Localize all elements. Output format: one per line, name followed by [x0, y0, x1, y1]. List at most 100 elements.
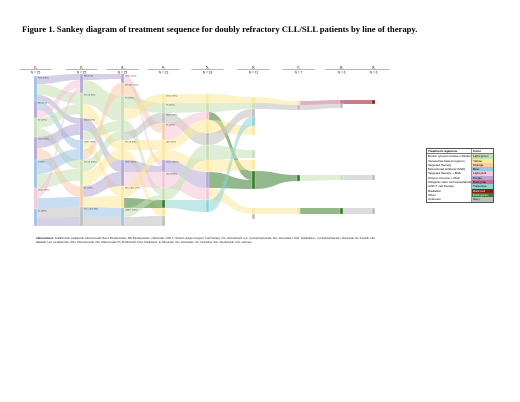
legend-regimen-name: Venetoclax-based regimen [428, 158, 465, 163]
sankey-node [33, 159, 38, 189]
node-label: Other (61%) [125, 161, 137, 164]
node-label: Idel+R (8%) [84, 120, 95, 122]
sankey-node [251, 170, 256, 190]
legend-color-swatch: Blue [471, 167, 493, 172]
sankey-node [205, 132, 210, 146]
sankey-link [83, 83, 121, 160]
sankey-node [205, 111, 210, 121]
sankey-node [120, 139, 125, 161]
sankey-link [37, 74, 80, 84]
sankey-node [205, 119, 210, 134]
sankey-link [255, 208, 297, 214]
sankey-node [251, 149, 256, 159]
sankey-node [205, 171, 210, 189]
sankey-node [251, 213, 256, 220]
node-label: Other (52%) [125, 75, 137, 78]
column-count: N = 18 [203, 70, 213, 74]
legend-regimen-name: Targeted therapy [428, 162, 452, 167]
legend-regimen-name: Targeted therapy + Mab [428, 171, 461, 176]
sankey-node [251, 108, 256, 118]
sankey-link [165, 172, 206, 200]
sankey-node [251, 125, 256, 136]
legend-row: CAR-T cell therapy Turquoise [427, 184, 493, 189]
sankey-node [339, 207, 344, 215]
sankey-node [161, 207, 166, 217]
sankey-link [343, 100, 372, 104]
column-count: N = 23 [159, 70, 169, 74]
sankey-node [79, 73, 84, 94]
legend-row: Radiation Dark red [427, 188, 493, 193]
sankey-node [33, 100, 38, 119]
sankey-link [209, 112, 252, 180]
sankey-node [161, 112, 166, 124]
sankey-link [124, 94, 162, 120]
column-label: 4L [162, 66, 166, 70]
sankey-node [33, 187, 38, 210]
sankey-link [165, 103, 206, 113]
column-count: N = 6 [338, 70, 346, 74]
sankey-link [37, 197, 80, 209]
legend-row: Venetoclax-based regimen Yellow [427, 158, 493, 163]
sankey-node [296, 104, 301, 111]
legend-color-swatch: Dark pink [471, 180, 493, 185]
column-label: 2L [80, 66, 84, 70]
sankey-link [124, 150, 162, 198]
sankey-link [37, 80, 80, 118]
legend-header: Treatment regimens Color [427, 149, 493, 155]
sankey-link [83, 207, 121, 217]
column-label: 8L [340, 66, 344, 70]
sankey-link [124, 160, 162, 172]
legend-regimen-name: Chemo-immuno + Mab [428, 175, 460, 180]
sankey-node [120, 73, 125, 84]
sankey-link [37, 124, 80, 148]
sankey-link [83, 93, 121, 121]
legend-row: Bruton tyrosine kinase inhibitors Light g… [427, 154, 493, 159]
sankey-node [161, 159, 166, 173]
node-label: Ven+R (9%) [125, 142, 137, 144]
sankey-link [255, 97, 297, 105]
legend-regimen-name: CAR-T cell therapy [428, 184, 455, 189]
node-label: Ibr (16%) [84, 187, 93, 190]
sankey-link [83, 121, 121, 140]
sankey-node [79, 206, 84, 227]
column-label: 5L [206, 66, 210, 70]
sankey-node [79, 159, 84, 187]
column-count: N = 7 [295, 70, 303, 74]
sankey-link [300, 104, 340, 110]
sankey-node [205, 199, 210, 213]
column-label: 3L [121, 66, 125, 70]
node-label: Ven+Obin (17%) [125, 188, 141, 190]
sankey-node [251, 116, 256, 127]
sankey-link [83, 74, 121, 80]
sankey-link [209, 117, 252, 212]
sankey-node [120, 82, 125, 97]
node-label: BR (12%) [84, 76, 93, 78]
legend-table: Treatment regimens Color Bruton tyrosine… [426, 148, 494, 203]
sankey-link [124, 140, 162, 150]
sankey-node [120, 207, 125, 227]
figure-title: Figure 1. Sankey diagram of treatment se… [22, 24, 418, 34]
legend-row: Other Dark green [427, 192, 493, 198]
legend-header-regimen: Treatment regimens [428, 149, 458, 153]
sankey-node [161, 93, 166, 104]
node-label: Unk (100%) [166, 174, 177, 176]
legend-row: Unknown Grey [427, 197, 493, 202]
sankey-link [209, 109, 252, 145]
column-label: 1L [34, 66, 38, 70]
sankey-link [209, 172, 252, 189]
sankey-link [37, 207, 80, 218]
node-label: Chl+R (8%) [38, 139, 49, 141]
legend-row: Allogenic stem cell transplantation Dark … [427, 180, 493, 185]
sankey-node [251, 102, 256, 110]
node-label: R (8%) [38, 162, 45, 164]
legend-color-swatch: Light pink [471, 171, 493, 176]
sankey-link [255, 103, 297, 110]
node-label: Other (100%) [166, 161, 179, 164]
sankey-link [300, 100, 340, 105]
node-label: CAR-T (11%) [125, 209, 138, 212]
legend-regimen-name: Unknown [428, 197, 441, 202]
sankey-link [165, 145, 206, 200]
sankey-link [300, 175, 340, 181]
sankey-link [300, 208, 340, 214]
